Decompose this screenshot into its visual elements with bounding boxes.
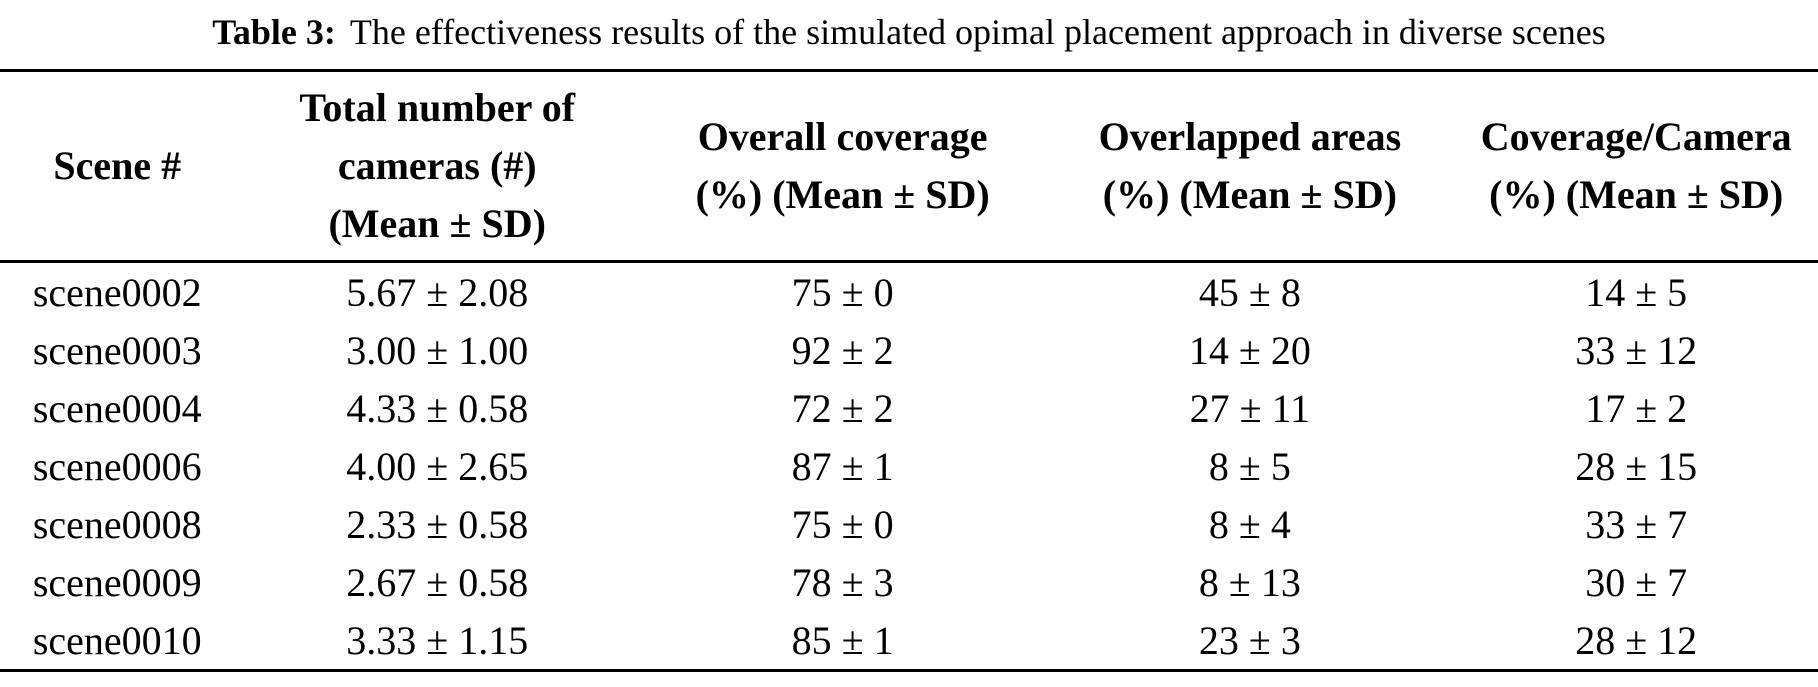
coverage-cell: 87 ± 1 bbox=[791, 443, 894, 489]
col-header-overlapped-areas: Overlapped areas (%) (Mean ± SD) bbox=[1045, 71, 1454, 262]
coverage-cell: 75 ± 0 bbox=[791, 501, 894, 547]
cameras-cell: 5.67 ± 2.08 bbox=[346, 269, 529, 315]
coverage-cell: 78 ± 3 bbox=[791, 559, 894, 605]
table-header-row: Scene # Total number of cameras (#) (Mea… bbox=[0, 70, 1818, 262]
header-line: Overall coverage bbox=[697, 114, 988, 159]
results-table: Scene # Total number of cameras (#) (Mea… bbox=[0, 69, 1818, 672]
overlap-cell: 8 ± 13 bbox=[1198, 559, 1301, 605]
overlap-cell: 8 ± 5 bbox=[1208, 443, 1291, 489]
scene-cell: scene0010 bbox=[32, 617, 202, 663]
table-caption-label: Table 3: bbox=[212, 12, 336, 52]
col-header-total-cameras: Total number of cameras (#) (Mean ± SD) bbox=[235, 71, 640, 262]
table-row: scene0004 4.33 ± 0.58 72 ± 2 27 ± 11 17 … bbox=[0, 379, 1818, 437]
overlap-cell: 14 ± 20 bbox=[1188, 327, 1311, 373]
coverage-per-camera-cell: 28 ± 12 bbox=[1575, 617, 1698, 663]
cameras-cell: 2.33 ± 0.58 bbox=[346, 501, 529, 547]
scene-cell: scene0003 bbox=[32, 327, 202, 373]
coverage-cell: 92 ± 2 bbox=[791, 327, 894, 373]
col-header-scene: Scene # bbox=[0, 71, 235, 262]
coverage-per-camera-cell: 33 ± 12 bbox=[1575, 327, 1698, 373]
col-header-overall-coverage: Overall coverage (%) (Mean ± SD) bbox=[640, 71, 1045, 262]
header-line: Coverage/Camera bbox=[1480, 114, 1792, 159]
table-caption-text: The effectiveness results of the simulat… bbox=[349, 12, 1606, 52]
cameras-cell: 2.67 ± 0.58 bbox=[346, 559, 529, 605]
table-caption: Table 3: The effectiveness results of the… bbox=[0, 0, 1818, 56]
scene-cell: scene0004 bbox=[32, 385, 202, 431]
coverage-cell: 85 ± 1 bbox=[791, 617, 894, 663]
coverage-per-camera-cell: 33 ± 7 bbox=[1585, 501, 1688, 547]
coverage-per-camera-cell: 30 ± 7 bbox=[1585, 559, 1688, 605]
cameras-cell: 3.33 ± 1.15 bbox=[346, 617, 529, 663]
coverage-cell: 72 ± 2 bbox=[791, 385, 894, 431]
coverage-per-camera-cell: 28 ± 15 bbox=[1575, 443, 1698, 489]
table-row: scene0003 3.00 ± 1.00 92 ± 2 14 ± 20 33 … bbox=[0, 321, 1818, 379]
overlap-cell: 8 ± 4 bbox=[1208, 501, 1291, 547]
overlap-cell: 45 ± 8 bbox=[1198, 269, 1301, 315]
scene-cell: scene0008 bbox=[32, 501, 202, 547]
overlap-cell: 27 ± 11 bbox=[1189, 385, 1311, 431]
header-line: (Mean ± SD) bbox=[328, 201, 546, 246]
header-line: Overlapped areas bbox=[1098, 114, 1402, 159]
table-row: scene0010 3.33 ± 1.15 85 ± 1 23 ± 3 28 ±… bbox=[0, 611, 1818, 671]
table-row: scene0009 2.67 ± 0.58 78 ± 3 8 ± 13 30 ±… bbox=[0, 553, 1818, 611]
overlap-cell: 23 ± 3 bbox=[1198, 617, 1301, 663]
header-line: (%) (Mean ± SD) bbox=[1102, 172, 1397, 217]
cameras-cell: 4.33 ± 0.58 bbox=[346, 385, 529, 431]
table-row: scene0006 4.00 ± 2.65 87 ± 1 8 ± 5 28 ± … bbox=[0, 437, 1818, 495]
scene-cell: scene0002 bbox=[32, 269, 202, 315]
cameras-cell: 3.00 ± 1.00 bbox=[346, 327, 529, 373]
coverage-per-camera-cell: 17 ± 2 bbox=[1585, 385, 1688, 431]
scene-cell: scene0006 bbox=[32, 443, 202, 489]
header-line: Total number of bbox=[299, 85, 576, 130]
table-row: scene0008 2.33 ± 0.58 75 ± 0 8 ± 4 33 ± … bbox=[0, 495, 1818, 553]
coverage-cell: 75 ± 0 bbox=[791, 269, 894, 315]
header-line: (%) (Mean ± SD) bbox=[1489, 172, 1784, 217]
header-line: Scene # bbox=[53, 143, 182, 188]
scene-cell: scene0009 bbox=[32, 559, 202, 605]
header-line: (%) (Mean ± SD) bbox=[695, 172, 990, 217]
table-row: scene0002 5.67 ± 2.08 75 ± 0 45 ± 8 14 ±… bbox=[0, 262, 1818, 322]
coverage-per-camera-cell: 14 ± 5 bbox=[1585, 269, 1688, 315]
col-header-coverage-per-camera: Coverage/Camera (%) (Mean ± SD) bbox=[1454, 71, 1818, 262]
header-line: cameras (#) bbox=[337, 143, 537, 188]
cameras-cell: 4.00 ± 2.65 bbox=[346, 443, 529, 489]
